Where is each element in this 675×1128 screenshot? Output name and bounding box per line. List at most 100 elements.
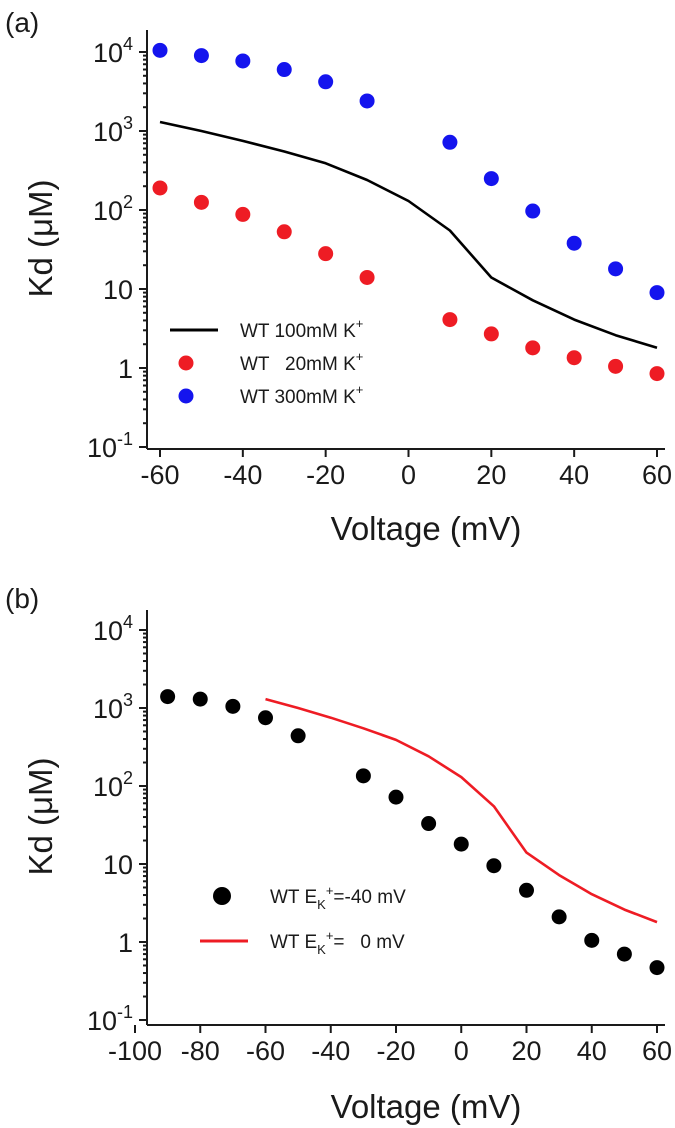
y-tick-base: 1 xyxy=(118,928,133,958)
y-tick-label: 104 xyxy=(93,34,133,68)
legend-label-superscript: + xyxy=(326,883,334,898)
y-tick-base: 1 xyxy=(118,354,133,384)
y-tick-label: 104 xyxy=(93,612,133,646)
y-tick-label: 1 xyxy=(118,928,133,958)
x-tick-label: 40 xyxy=(577,1036,607,1066)
data-point xyxy=(152,180,168,196)
data-point xyxy=(525,340,541,356)
data-point xyxy=(258,710,273,726)
x-tick-label: -20 xyxy=(306,460,345,490)
legend-label-superscript: + xyxy=(356,316,364,331)
y-tick-exponent: 2 xyxy=(123,768,133,788)
data-point xyxy=(616,946,632,962)
y-tick-exponent: 2 xyxy=(123,192,133,212)
legend-label-main: WT 300mM K xyxy=(240,387,356,408)
y-tick-base: 10 xyxy=(103,275,133,305)
y-tick-label: 102 xyxy=(93,192,133,226)
y-tick-base: 10 xyxy=(87,1006,117,1036)
data-point xyxy=(276,224,292,240)
legend-label: WT 20mM K+ xyxy=(240,349,363,375)
x-tick-label: -100 xyxy=(108,1036,162,1066)
legend-label-subscript: K xyxy=(317,897,326,912)
data-point xyxy=(566,350,582,366)
x-tick-label: 60 xyxy=(642,1036,672,1066)
legend-label-main: WT E xyxy=(270,932,317,953)
legend-label-main: WT 20mM K xyxy=(240,354,356,375)
y-tick-base: 10 xyxy=(93,117,123,147)
y-tick-base: 10 xyxy=(93,196,123,226)
data-point xyxy=(388,789,404,805)
y-tick-label: 10-1 xyxy=(87,429,133,463)
data-point xyxy=(525,203,541,219)
data-point xyxy=(442,312,458,328)
panel-a: (a) -60 -40 -20 0 20 40 6010-1110102103104Volt… xyxy=(5,7,672,547)
data-point xyxy=(235,206,251,222)
data-point xyxy=(486,858,502,874)
data-point xyxy=(192,691,208,707)
data-point xyxy=(566,235,582,251)
legend-label: WT EK+= 0 mV xyxy=(270,928,405,957)
legend-marker-swatch xyxy=(178,388,194,404)
y-tick-exponent: -1 xyxy=(117,1002,133,1022)
data-point xyxy=(453,836,469,852)
x-tick-label: 20 xyxy=(511,1036,541,1066)
data-point xyxy=(649,285,665,301)
x-tick-label: -80 xyxy=(181,1036,220,1066)
data-point xyxy=(318,246,334,262)
legend-label-superscript: + xyxy=(326,928,334,943)
data-point xyxy=(359,93,375,109)
y-tick-label: 10-1 xyxy=(87,1002,133,1036)
y-tick-label: 10 xyxy=(103,275,133,305)
data-point xyxy=(608,358,624,374)
y-tick-label: 103 xyxy=(93,690,133,724)
x-tick-label: -40 xyxy=(311,1036,350,1066)
y-tick-base: 10 xyxy=(93,694,123,724)
y-tick-exponent: 4 xyxy=(123,612,133,632)
data-point xyxy=(359,269,375,285)
x-tick-label: -60 xyxy=(140,460,179,490)
x-tick-label: 60 xyxy=(642,460,672,490)
data-point xyxy=(442,134,458,150)
legend-label: WT 100mM K+ xyxy=(240,316,363,342)
legend-label-superscript: + xyxy=(356,349,364,364)
y-axis-title: Kd (μM) xyxy=(22,179,59,297)
data-point xyxy=(276,62,292,78)
legend-label-subscript: K xyxy=(317,942,326,957)
x-tick-label: 20 xyxy=(476,460,506,490)
legend-label-main: WT 100mM K xyxy=(240,321,356,342)
legend-label-superscript: + xyxy=(356,382,364,397)
y-tick-exponent: 4 xyxy=(123,34,133,54)
y-tick-base: 10 xyxy=(103,850,133,880)
y-tick-exponent: -1 xyxy=(117,429,133,449)
data-point xyxy=(551,909,567,925)
series-line xyxy=(265,697,658,924)
x-axis-title: Voltage (mV) xyxy=(331,1088,522,1125)
legend-label: WT EK+=-40 mV xyxy=(270,883,406,912)
data-point xyxy=(608,261,624,277)
y-tick-label: 103 xyxy=(93,113,133,147)
x-axis-title: Voltage (mV) xyxy=(331,510,522,547)
y-tick-label: 10 xyxy=(103,850,133,880)
legend-label: WT 300mM K+ xyxy=(240,382,363,408)
series-line xyxy=(159,120,658,350)
data-point xyxy=(193,48,209,64)
legend-label-main: WT E xyxy=(270,887,317,908)
panel-label-b: (b) xyxy=(5,583,39,614)
y-tick-base: 10 xyxy=(93,38,123,68)
data-point xyxy=(519,882,534,898)
data-point xyxy=(355,768,371,784)
panel-label-a: (a) xyxy=(5,7,39,38)
data-point xyxy=(584,932,600,948)
y-tick-exponent: 3 xyxy=(123,113,133,133)
data-point xyxy=(160,689,176,705)
data-point xyxy=(483,326,499,342)
plot-area-b: -100 -80 -60 -40 -20 0 20 40 6010-1110102103104V… xyxy=(22,610,672,1125)
y-axis-title: Kd (μM) xyxy=(22,757,59,875)
x-tick-label: 0 xyxy=(454,1036,469,1066)
data-point xyxy=(193,194,209,210)
legend-marker-swatch xyxy=(178,355,194,371)
y-tick-exponent: 3 xyxy=(123,690,133,710)
y-tick-base: 10 xyxy=(93,616,123,646)
data-point xyxy=(225,698,241,714)
